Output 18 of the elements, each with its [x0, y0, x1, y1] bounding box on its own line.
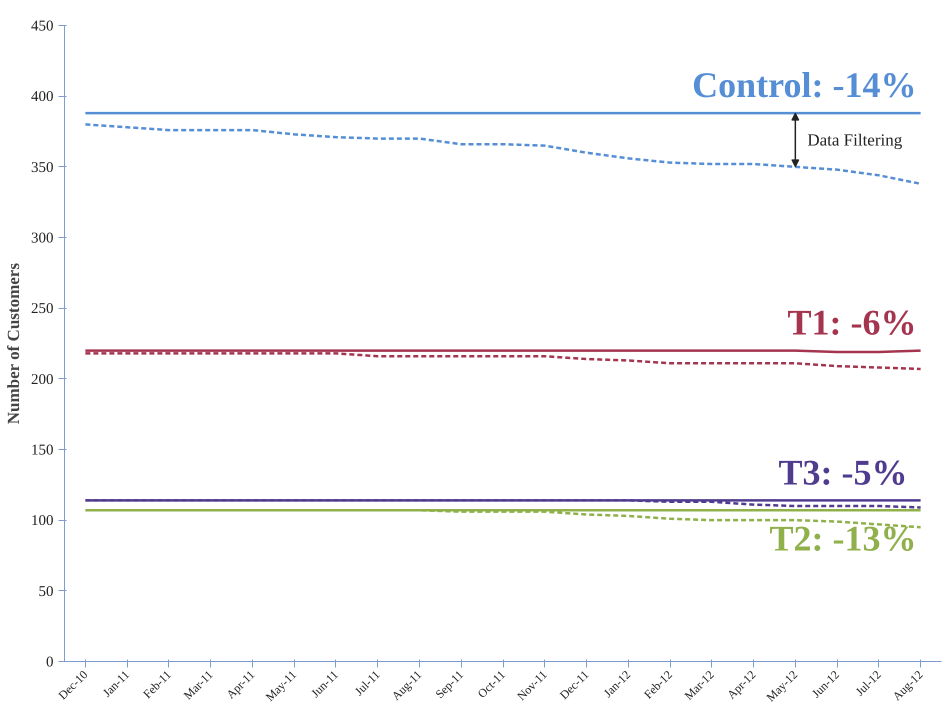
series-label: T3: -5% — [778, 452, 908, 492]
y-tick-label: 300 — [31, 230, 54, 246]
line-series — [84, 352, 922, 370]
y-tick-label: 200 — [31, 372, 54, 388]
annotation: Data Filtering — [807, 130, 903, 150]
y-tick-label: 250 — [31, 301, 54, 318]
y-tick-label: 150 — [31, 442, 54, 458]
y-tick-label: 0 — [46, 654, 54, 670]
y-tick-label: 50 — [38, 584, 54, 600]
y-axis-title: Number of Customers — [4, 262, 23, 424]
line-series — [84, 123, 922, 186]
series-label: T2: -13% — [769, 518, 916, 558]
series-label: T1: -6% — [787, 302, 916, 343]
series-label: Control: -14% — [692, 65, 916, 106]
y-tick-label: 450 — [31, 18, 54, 34]
y-tick-label: 350 — [31, 160, 54, 176]
y-tick-label: 100 — [31, 513, 54, 530]
y-tick-label: 400 — [31, 89, 54, 106]
